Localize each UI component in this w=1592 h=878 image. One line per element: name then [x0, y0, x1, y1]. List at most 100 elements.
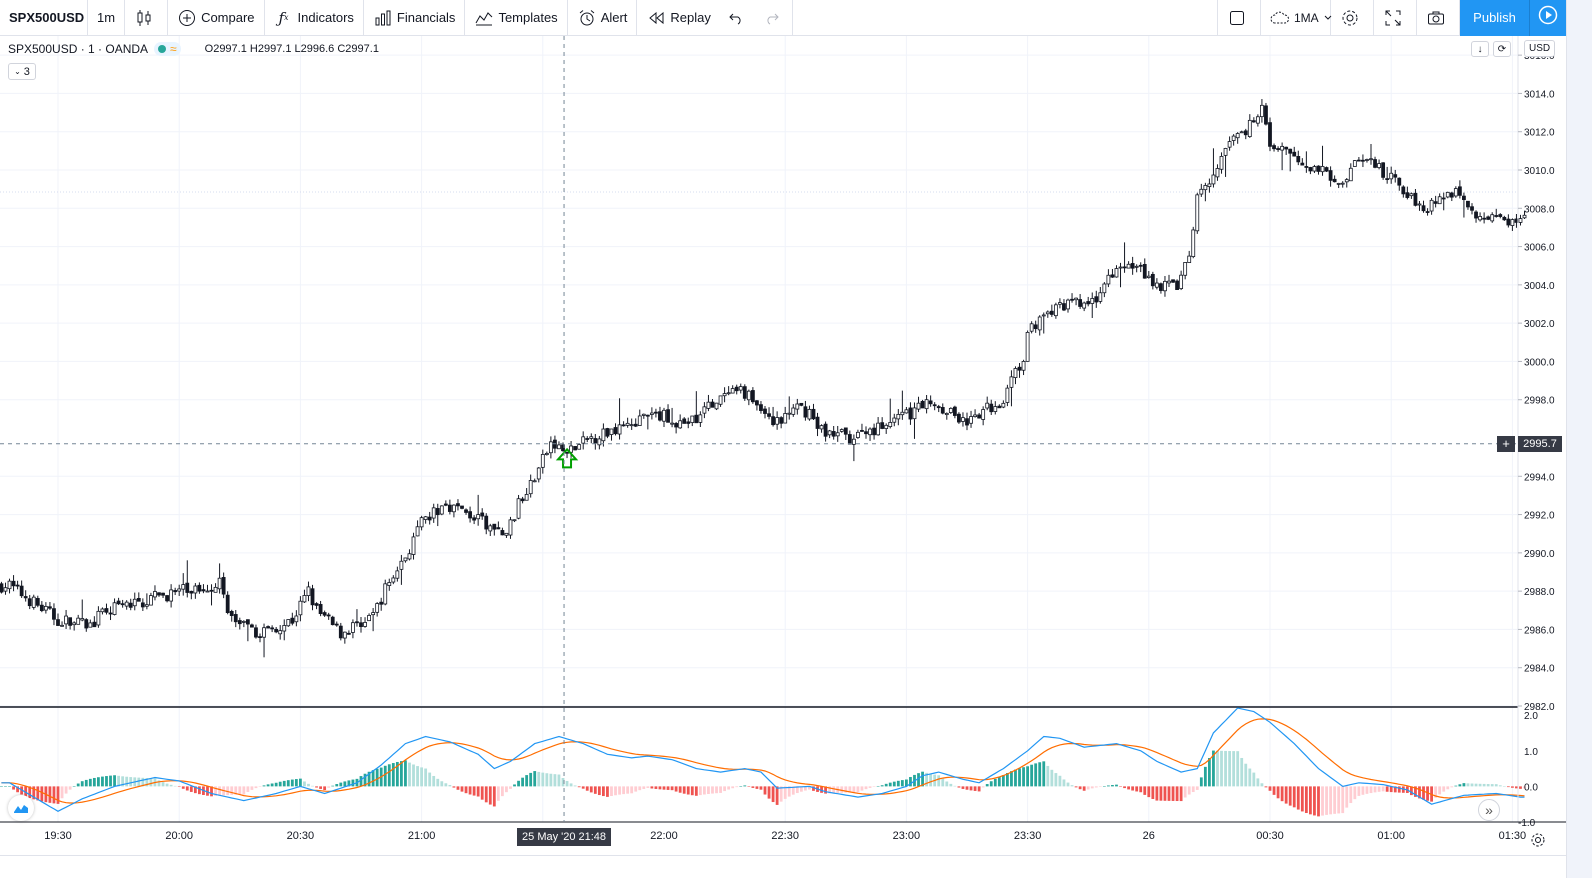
- candle-body: [799, 402, 804, 406]
- candle-body: [880, 422, 885, 429]
- macd-histogram-bar: [1446, 786, 1450, 790]
- macd-histogram-bar: [0, 786, 3, 787]
- chart-type-button[interactable]: [125, 0, 169, 36]
- candle-body: [136, 598, 141, 602]
- candle-body: [1130, 263, 1135, 269]
- candle-body: [500, 530, 505, 536]
- candle-body: [698, 414, 703, 423]
- macd-histogram-bar: [808, 786, 811, 790]
- macd-histogram-bar: [1135, 786, 1139, 792]
- candle-body: [1211, 174, 1216, 185]
- candle-body: [1514, 218, 1519, 223]
- candle-body: [237, 620, 242, 625]
- macd-histogram-bar: [779, 786, 783, 802]
- price-tick-label: 2988.0: [1524, 587, 1555, 598]
- price-chart[interactable]: 3016.03014.03012.03010.03008.03006.03004…: [0, 36, 1566, 855]
- add-alert-plus-icon[interactable]: +: [1497, 435, 1515, 452]
- fullscreen-button[interactable]: [1374, 0, 1417, 36]
- candle-body: [185, 582, 190, 593]
- indicators-toggle[interactable]: ⌄ 3: [8, 63, 36, 80]
- macd-histogram-bar: [1070, 785, 1074, 787]
- macd-histogram-bar: [622, 786, 625, 795]
- candle-body: [1058, 302, 1062, 305]
- symbol-search[interactable]: SPX500USD: [0, 0, 88, 36]
- candle-body: [961, 417, 965, 422]
- play-icon: [1538, 5, 1558, 30]
- macd-histogram-bar: [1139, 786, 1143, 793]
- financials-button[interactable]: Financials: [364, 0, 466, 36]
- crosshair-price-label: 2995.7: [1518, 435, 1562, 452]
- candle-body: [35, 598, 40, 606]
- market-status-badge[interactable]: ≈: [154, 42, 181, 56]
- candle-body: [815, 416, 820, 429]
- candle-body: [536, 467, 541, 480]
- candle-body: [1312, 166, 1317, 172]
- snapshot-button[interactable]: [1417, 0, 1460, 36]
- macd-histogram-bar: [658, 786, 662, 790]
- axis-settings-gear-icon[interactable]: [1528, 830, 1548, 850]
- candle-body: [1369, 158, 1373, 161]
- candle-body: [629, 424, 634, 427]
- macd-histogram-bar: [1470, 783, 1474, 787]
- replay-button[interactable]: Replay: [637, 0, 719, 36]
- candle-body: [625, 422, 630, 426]
- scroll-down-button[interactable]: ↓: [1471, 41, 1489, 57]
- candle-body: [1445, 191, 1450, 198]
- macd-histogram-bar: [610, 786, 613, 797]
- candle-body: [419, 517, 424, 528]
- macd-histogram-bar: [476, 786, 480, 797]
- play-button[interactable]: [1530, 0, 1566, 36]
- reset-button[interactable]: ⟳: [1493, 41, 1511, 57]
- macd-histogram-bar: [177, 786, 181, 787]
- macd-histogram-bar: [416, 766, 419, 787]
- publish-button[interactable]: Publish: [1460, 0, 1530, 36]
- tradingview-logo-icon[interactable]: [8, 795, 34, 821]
- macd-histogram-bar: [88, 778, 92, 787]
- candle-body: [472, 517, 477, 521]
- macd-histogram-bar: [1309, 786, 1312, 815]
- interval-button[interactable]: 1m: [88, 0, 126, 36]
- price-tick-label: 3010.0: [1524, 166, 1555, 177]
- legend-title[interactable]: SPX500USD · 1 · OANDA: [8, 42, 149, 56]
- square-icon: [1227, 8, 1247, 28]
- macd-histogram-bar: [1377, 786, 1381, 792]
- compare-button[interactable]: Compare: [168, 0, 265, 36]
- macd-histogram-bar: [125, 776, 129, 787]
- candle-body: [1118, 266, 1123, 269]
- macd-histogram-bar: [36, 786, 40, 801]
- macd-histogram-bar: [1506, 786, 1510, 788]
- alert-button[interactable]: Alert: [568, 0, 638, 36]
- candle-body: [258, 636, 262, 639]
- candle-body: [504, 532, 509, 536]
- macd-histogram-bar: [1240, 757, 1244, 787]
- macd-histogram-bar: [763, 786, 767, 795]
- candle-body: [371, 612, 376, 616]
- candle-body: [1417, 203, 1422, 206]
- macd-histogram-bar: [1171, 786, 1175, 801]
- undo-button[interactable]: [720, 0, 756, 36]
- currency-label[interactable]: USD: [1524, 40, 1556, 57]
- macd-histogram-bar: [1325, 786, 1328, 815]
- candle-body: [1453, 188, 1458, 197]
- templates-button[interactable]: Templates: [465, 0, 568, 36]
- scroll-to-realtime-button[interactable]: »: [1478, 799, 1500, 821]
- macd-histogram-bar: [783, 786, 787, 799]
- candle-body: [613, 427, 618, 435]
- candle-body: [108, 612, 113, 615]
- macd-histogram-bar: [371, 770, 375, 787]
- macd-histogram-bar: [52, 786, 56, 804]
- candle-body: [1457, 186, 1462, 196]
- macd-histogram-bar: [1208, 758, 1211, 787]
- macd-histogram-bar: [545, 773, 549, 787]
- macd-histogram-bar: [1111, 785, 1114, 787]
- macd-histogram-bar: [517, 780, 520, 787]
- settings-button[interactable]: [1331, 0, 1374, 36]
- redo-button[interactable]: [756, 0, 793, 36]
- candle-body: [750, 390, 755, 403]
- macd-histogram-bar: [1256, 778, 1260, 787]
- macd-histogram-bar: [339, 782, 343, 787]
- layout-select[interactable]: 1MA: [1261, 0, 1332, 36]
- fullscreen-select-button[interactable]: [1217, 0, 1261, 36]
- macd-histogram-bar: [674, 786, 678, 792]
